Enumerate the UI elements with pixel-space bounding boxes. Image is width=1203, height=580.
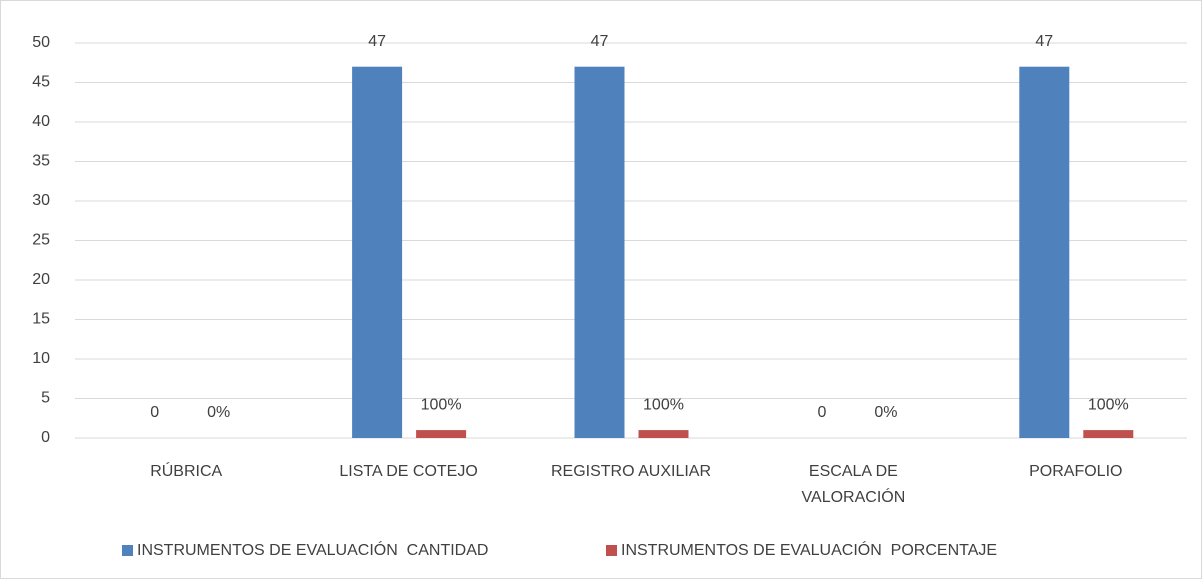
y-tick-label: 20	[32, 271, 50, 288]
legend-swatch	[606, 545, 617, 556]
bar	[1019, 66, 1070, 438]
bar	[1083, 430, 1134, 438]
x-tick-label: REGISTRO AUXILIAR	[551, 463, 711, 480]
y-tick-label: 25	[32, 232, 50, 249]
y-tick-label: 40	[32, 113, 50, 130]
legend-label: INSTRUMENTOS DE EVALUACIÓN CANTIDAD	[137, 540, 488, 559]
y-tick-label: 10	[32, 350, 50, 367]
x-tick-label: RÚBRICA	[150, 461, 222, 480]
bar	[352, 66, 403, 438]
x-tick-label-line: VALORACIÓN	[802, 487, 906, 506]
legend-swatch	[122, 545, 133, 556]
bar	[574, 66, 625, 438]
data-label: 47	[1035, 33, 1053, 50]
x-tick-label: ESCALA DE VALORACIÓN	[802, 463, 906, 506]
data-label: 100%	[1088, 396, 1129, 413]
y-tick-label: 45	[32, 74, 50, 91]
x-tick-label-line: ESCALA DE	[809, 463, 898, 480]
y-tick-label: 50	[32, 34, 50, 51]
data-label: 47	[368, 33, 386, 50]
data-label: 100%	[421, 396, 462, 413]
bar	[416, 430, 467, 438]
legend-label: INSTRUMENTOS DE EVALUACIÓN PORCENTAJE	[621, 540, 997, 559]
bar	[638, 430, 689, 438]
y-tick-label: 15	[32, 311, 50, 328]
data-label: 100%	[643, 396, 684, 413]
data-label: 0	[817, 404, 826, 421]
data-label: 47	[591, 33, 609, 50]
data-label: 0%	[207, 404, 230, 421]
y-tick-label: 0	[41, 429, 50, 446]
y-tick-label: 35	[32, 153, 50, 170]
y-tick-label: 5	[41, 390, 50, 407]
x-tick-label: PORAFOLIO	[1029, 463, 1122, 480]
data-label: 0	[150, 404, 159, 421]
x-tick-label: LISTA DE COTEJO	[339, 463, 477, 480]
y-tick-label: 30	[32, 192, 50, 209]
data-label: 0%	[874, 404, 897, 421]
